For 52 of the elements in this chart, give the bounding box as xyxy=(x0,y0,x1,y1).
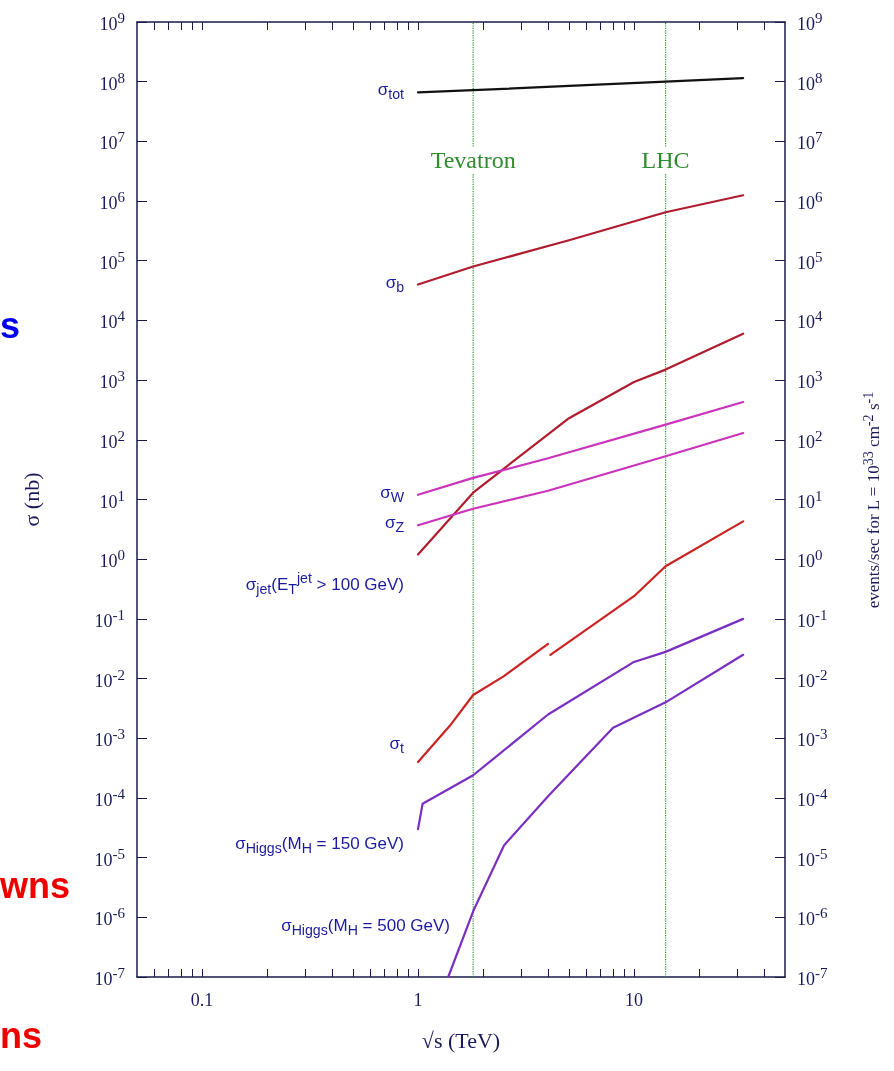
series-label: σ$_{Z}$ xyxy=(384,513,405,536)
y-tick-label: 10$^{-3}$ xyxy=(797,726,828,752)
y-tick-label: 10$^{-6}$ xyxy=(797,905,828,931)
y-tick-label: 10$^{0}$ xyxy=(797,547,823,573)
series-label: σ$_{W}$ xyxy=(380,482,405,506)
y-tick-label: 10$^{5}$ xyxy=(797,248,823,274)
x-axis-title: √s (TeV) xyxy=(421,1027,501,1053)
text: s xyxy=(0,305,21,347)
y-tick-label: 10$^{-2}$ xyxy=(797,666,828,692)
y-tick-label: 10$^{7}$ xyxy=(797,129,823,155)
text: 10$^{3}$ xyxy=(99,368,125,393)
y-tick-label: 10$^{9}$ xyxy=(797,10,823,35)
text: 10$^{-6}$ xyxy=(94,905,125,930)
series-label: σ$_{jet}$(E$_{T}$$^{jet}$ > 100 GeV) xyxy=(245,570,405,598)
series-label: σ$_{b}$ xyxy=(385,272,405,295)
x-tick-label: 10 xyxy=(625,990,644,1010)
x-tick-label: 0.1 xyxy=(190,990,214,1010)
text: 10$^{-1}$ xyxy=(94,606,125,631)
text: 10$^{-7}$ xyxy=(94,965,125,989)
y-tick-label: 10$^{8}$ xyxy=(797,69,823,95)
y-axis-title: σ (nb) xyxy=(18,472,44,527)
y-tick-label: 10$^{4}$ xyxy=(797,308,823,334)
y-tick-label: 10$^{-1}$ xyxy=(797,606,828,632)
y-tick-label: 10$^{2}$ xyxy=(797,427,823,453)
text: 10$^{-5}$ xyxy=(94,845,125,870)
text: 10$^{0}$ xyxy=(99,547,125,572)
ref-line-label: LHC xyxy=(638,147,693,174)
y-tick-label: 10$^{3}$ xyxy=(797,368,823,394)
y-tick-label: 10$^{-5}$ xyxy=(797,845,828,871)
series-label: σ$_{t}$ xyxy=(389,734,405,757)
series-label: σ$_{Higgs}$(M$_{H}$ = 150 GeV) xyxy=(235,834,405,857)
text: 10$^{2}$ xyxy=(99,427,125,452)
text: 10$^{5}$ xyxy=(99,248,125,273)
text: 10$^{8}$ xyxy=(99,69,125,94)
series-label: σ$_{Higgs}$(M$_{H}$ = 500 GeV) xyxy=(281,916,451,939)
text: 10$^{6}$ xyxy=(99,189,125,214)
series-label: σ$_{tot}$ xyxy=(377,80,405,103)
text: 10$^{9}$ xyxy=(99,10,125,34)
ref-line-label: Tevatron xyxy=(427,147,519,174)
x-tick-label: 1 xyxy=(413,990,423,1010)
text: 10$^{-4}$ xyxy=(94,785,125,810)
text: 10$^{-2}$ xyxy=(94,666,125,691)
text: 10$^{1}$ xyxy=(99,487,125,512)
text: 10$^{7}$ xyxy=(99,129,125,154)
y-tick-label: 10$^{1}$ xyxy=(797,487,823,513)
text: 10$^{-3}$ xyxy=(94,726,125,751)
text: ns xyxy=(0,1015,43,1057)
y-tick-label: 10$^{-4}$ xyxy=(797,785,828,811)
text: 10$^{4}$ xyxy=(99,308,125,333)
y-tick-label: 10$^{6}$ xyxy=(797,189,823,215)
text: wns xyxy=(0,865,71,907)
y-tick-label: 10$^{-7}$ xyxy=(797,965,828,990)
